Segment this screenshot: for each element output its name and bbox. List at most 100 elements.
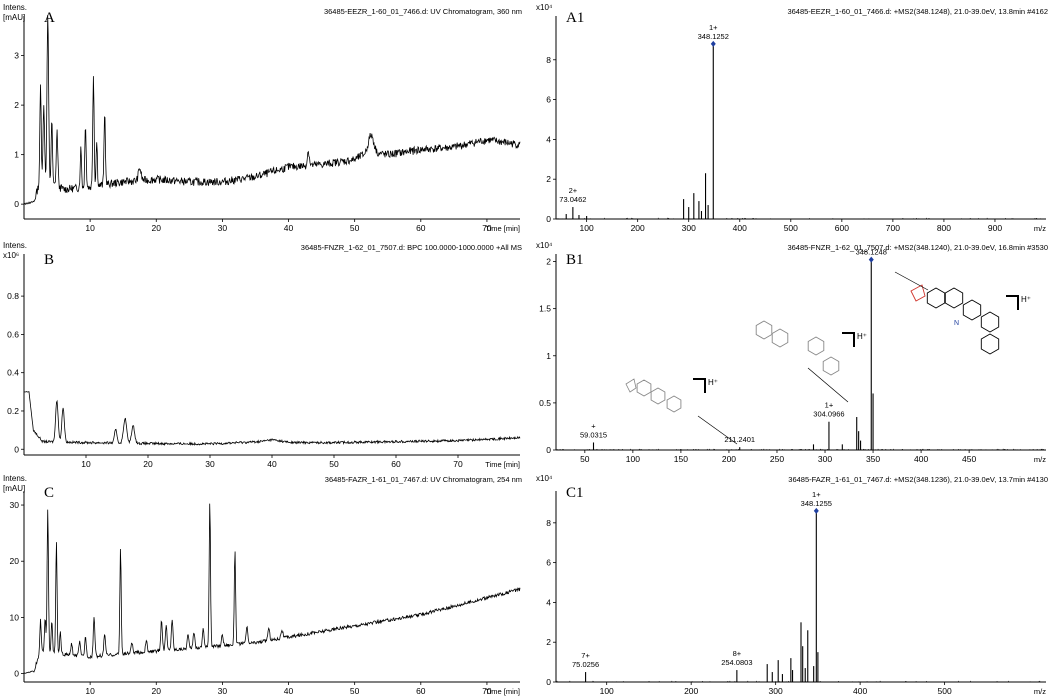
y-unit-label-2: x10⁶	[3, 251, 20, 260]
panel-letter: B	[44, 252, 55, 268]
x-tick-label: 40	[267, 459, 277, 469]
structure-illustrations: H⁺ H⁺ N H⁺	[625, 271, 1031, 445]
y-unit-label-2: [mAU]	[3, 13, 26, 22]
x-unit-label: m/z	[1034, 224, 1046, 233]
panel-c: Intens. [mAU] 36485-FAZR_1-61_01_7467.d:…	[0, 471, 526, 700]
x-unit-label: Time [min]	[485, 224, 520, 233]
trace-line	[23, 391, 521, 447]
y-tick-label: 2	[546, 174, 551, 184]
fragment-dioxole	[625, 378, 637, 393]
x-tick-label: 70	[482, 686, 492, 696]
panel-a: Intens. [mAU] 36485-EEZR_1-60_01_7466.d:…	[0, 0, 526, 238]
chart-header: 36485-FNZR_1-62_01_7507.d: +MS2(348.1240…	[787, 243, 1048, 252]
y-unit-label: Intens.	[3, 241, 28, 250]
x-tick-label: 100	[600, 686, 614, 696]
y-tick-label: 8	[546, 55, 551, 65]
peak-mz-label: 75.0256	[572, 660, 599, 669]
panel-letter: C	[44, 485, 55, 501]
peak-charge-label: 2+	[569, 186, 578, 195]
y-tick-label: 0.4	[7, 368, 19, 378]
h-plus-label: H⁺	[1021, 295, 1031, 304]
y-tick-label: 1	[546, 351, 551, 361]
chart-b: 0 0.2 0.4 0.6 0.8 10 20 30 40 50 60 70 Time [min]	[7, 254, 521, 469]
precursor-diamond	[710, 40, 716, 47]
y-tick-label: 0.5	[539, 398, 551, 408]
x-tick-label: 30	[218, 223, 228, 233]
fragment-ring	[822, 356, 840, 376]
peak-mz-label: 254.0803	[721, 658, 752, 667]
x-tick-label: 200	[722, 454, 736, 464]
x-tick-label: 350	[866, 454, 880, 464]
x-tick-label: 70	[482, 223, 492, 233]
y-tick-label: 20	[10, 556, 20, 566]
y-tick-label: 2	[546, 637, 551, 647]
structure-ring	[980, 333, 1000, 355]
x-tick-label: 400	[733, 223, 747, 233]
fragment-ring	[636, 379, 652, 397]
peak-charge-label: 1+	[709, 23, 718, 32]
y-unit-label: x10⁴	[536, 474, 553, 483]
y-tick-label: 0.8	[7, 291, 19, 301]
y-tick-label: 30	[10, 500, 20, 510]
x-tick-label: 20	[143, 459, 153, 469]
peak-charge-label: +	[591, 421, 596, 430]
peak-charge-label: 7+	[581, 651, 590, 660]
h-plus-label: H⁺	[857, 332, 867, 341]
structure-ring	[926, 287, 946, 309]
peak-mz-label: 348.1255	[801, 499, 832, 508]
y-tick-label: 0	[14, 444, 19, 454]
x-tick-label: 10	[85, 223, 95, 233]
x-unit-label: m/z	[1034, 455, 1046, 464]
x-tick-label: 30	[205, 459, 215, 469]
y-unit-label: Intens.	[3, 474, 28, 483]
y-tick-label: 0	[546, 445, 551, 455]
x-tick-label: 250	[770, 454, 784, 464]
x-tick-label: 200	[684, 686, 698, 696]
structure-ring	[962, 299, 982, 321]
x-tick-label: 20	[152, 223, 162, 233]
panel-b: Intens. x10⁶ 36485-FNZR_1-62_01_7507.d: …	[0, 238, 526, 471]
y-tick-label: 10	[10, 612, 20, 622]
y-unit-label: x10⁴	[536, 3, 553, 12]
hplus-bracket	[1006, 295, 1019, 310]
panel-a1: x10⁴ 36485-EEZR_1-60_01_7466.d: +MS2(348…	[526, 0, 1052, 238]
annotation-arrow	[807, 367, 849, 403]
precursor-diamond	[813, 507, 819, 514]
x-tick-label: 500	[784, 223, 798, 233]
chart-c1: 0 2 4 6 8 100 200 300 400 500 m/z 1+348.1255 8+254.0…	[546, 490, 1046, 696]
x-tick-label: 100	[626, 454, 640, 464]
peak-mz-label: 59.0315	[580, 430, 607, 439]
x-unit-label: Time [min]	[485, 687, 520, 696]
x-tick-label: 30	[218, 686, 228, 696]
x-tick-label: 200	[631, 223, 645, 233]
x-tick-label: 600	[835, 223, 849, 233]
y-tick-label: 4	[546, 134, 551, 144]
y-tick-label: 2	[14, 100, 19, 110]
y-tick-label: 4	[546, 597, 551, 607]
y-tick-label: 1	[14, 150, 19, 160]
peak-mz-label: 211.2401	[724, 435, 755, 444]
y-tick-label: 0.6	[7, 329, 19, 339]
fragment-ring	[650, 387, 666, 405]
panel-letter: A	[44, 10, 55, 26]
x-tick-label: 300	[682, 223, 696, 233]
x-unit-label: Time [min]	[485, 460, 520, 469]
x-tick-label: 60	[416, 686, 426, 696]
panel-letter: A1	[566, 10, 585, 26]
peak-charge-label: 1+	[812, 490, 821, 499]
y-tick-label: 0	[14, 669, 19, 679]
x-tick-label: 50	[350, 223, 360, 233]
y-unit-label: x10⁴	[536, 241, 553, 250]
fragment-ring	[807, 336, 825, 356]
fragment-ring	[666, 395, 682, 413]
structure-ring	[944, 287, 964, 309]
chart-header: 36485-FAZR_1-61_01_7467.d: UV Chromatogr…	[324, 475, 522, 484]
y-tick-label: 0	[546, 677, 551, 687]
chart-header: 36485-FAZR_1-61_01_7467.d: +MS2(348.1236…	[788, 475, 1048, 484]
x-tick-label: 100	[580, 223, 594, 233]
peak-charge-label: 8+	[733, 649, 742, 658]
peak-mz-label: 348.1252	[698, 32, 729, 41]
